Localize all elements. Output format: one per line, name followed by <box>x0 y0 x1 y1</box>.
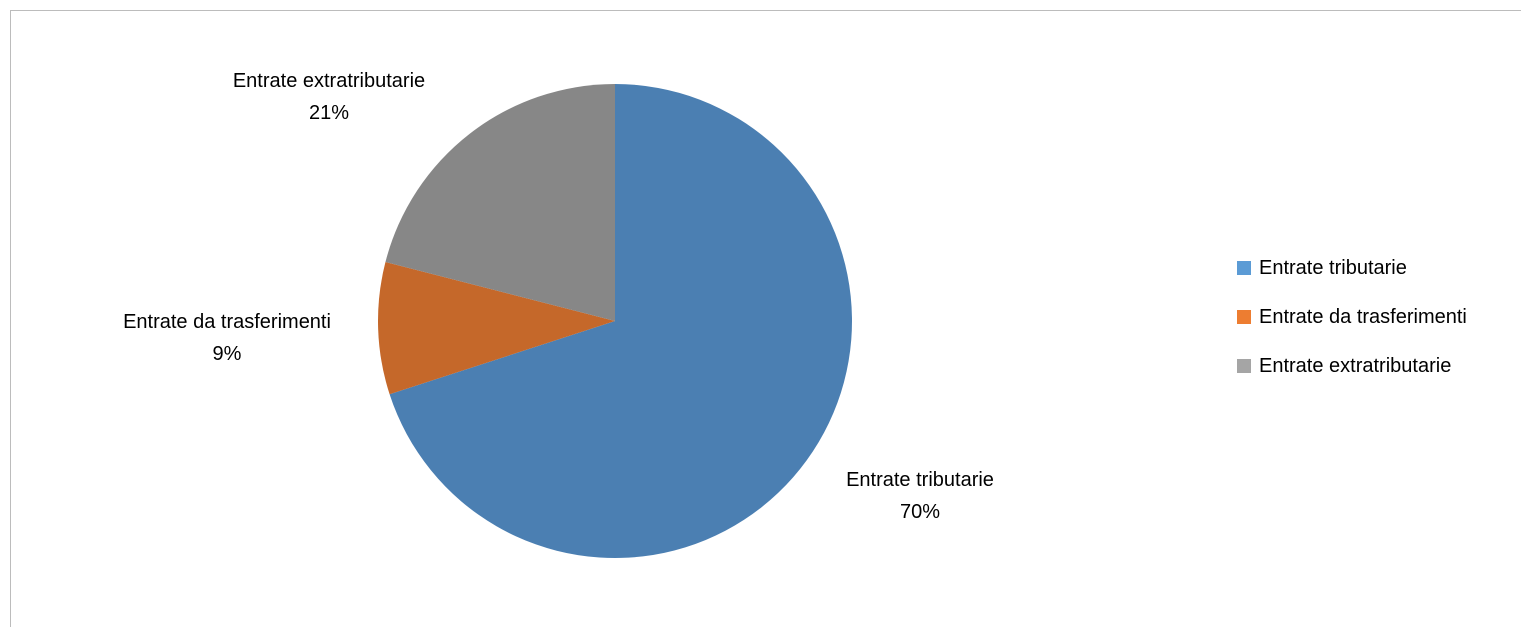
legend-swatch-entrate-extratributarie <box>1237 359 1251 373</box>
pie-slice-entrate-da-trasferimenti <box>378 262 615 395</box>
pie-slice-entrate-extratributarie <box>385 84 615 321</box>
pie-slices <box>378 84 852 558</box>
data-label-percent: 70% <box>900 501 940 523</box>
legend-label: Entrate da trasferimenti <box>1259 305 1467 328</box>
data-label-category: Entrate da trasferimenti <box>123 311 331 333</box>
pie-slice-entrate-tributarie <box>389 84 852 558</box>
legend-item-entrate-extratributarie: Entrate extratributarie <box>1237 354 1517 378</box>
legend-swatch-entrate-tributarie <box>1237 261 1251 275</box>
data-label-category: Entrate extratributarie <box>233 70 425 92</box>
legend-label: Entrate tributarie <box>1259 256 1407 279</box>
data-label-percent: 21% <box>309 102 349 124</box>
legend-swatch-entrate-da-trasferimenti <box>1237 310 1251 324</box>
pie-data-labels: Entrate tributarie 70% Entrate da trasferi… <box>123 70 994 523</box>
legend-item-entrate-tributarie: Entrate tributarie <box>1237 256 1517 280</box>
data-label-category: Entrate tributarie <box>846 469 994 491</box>
chart-legend: Entrate tributarie Entrate da trasferime… <box>1237 256 1517 403</box>
legend-label: Entrate extratributarie <box>1259 354 1452 377</box>
legend-item-entrate-da-trasferimenti: Entrate da trasferimenti <box>1237 305 1517 329</box>
data-label-percent: 9% <box>213 343 242 365</box>
